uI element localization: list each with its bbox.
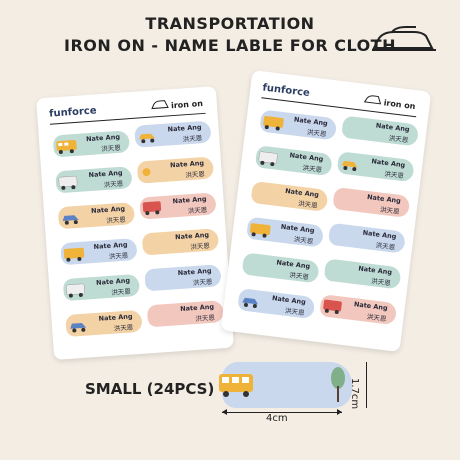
label-chinese-name: 洪天恩 xyxy=(108,251,129,261)
bus-icon xyxy=(219,374,253,397)
name-label: Nate Ang 洪天恩 xyxy=(323,258,402,290)
label-chinese-name: 洪天恩 xyxy=(185,170,206,180)
bus-icon xyxy=(56,140,77,154)
name-label: Nate Ang 洪天恩 xyxy=(65,309,143,338)
name-label: Nate Ang 洪天恩 xyxy=(250,180,329,212)
name-label: Nate Ang 洪天恩 xyxy=(52,130,131,158)
label-chinese-name: 洪天恩 xyxy=(288,271,310,282)
brand-logo: funforce xyxy=(48,105,97,120)
iron-on-text: iron on xyxy=(383,98,416,112)
name-label: Nate Ang 洪天恩 xyxy=(136,156,215,184)
name-label: Nate Ang 洪天恩 xyxy=(254,145,333,177)
title-line-1: TRANSPORTATION xyxy=(145,14,315,33)
title-line-2: IRON ON - NAME LABLE FOR CLOTH xyxy=(64,36,396,55)
bus-icon xyxy=(263,115,284,131)
name-label: Nate Ang 洪天恩 xyxy=(246,216,325,248)
label-chinese-name: 洪天恩 xyxy=(306,128,327,139)
label-chinese-name: 洪天恩 xyxy=(302,163,323,175)
height-dimension-line xyxy=(366,362,367,408)
truck-icon xyxy=(323,299,342,315)
bus-icon xyxy=(63,247,85,262)
truck-icon xyxy=(142,201,162,216)
sticker-sheet-right: funforce iron on Nate Ang 洪天恩 Nate Ang 洪… xyxy=(220,70,432,352)
name-label: Nate Ang 洪天恩 xyxy=(332,186,411,219)
name-label: Nate Ang 洪天恩 xyxy=(259,109,338,141)
label-chinese-name: 洪天恩 xyxy=(370,277,392,288)
width-label: 4cm xyxy=(266,413,288,424)
label-chinese-name: 洪天恩 xyxy=(379,205,400,216)
name-label: Nate Ang 洪天恩 xyxy=(60,237,138,266)
iron-icon xyxy=(372,26,436,51)
name-label: Nate Ang 洪天恩 xyxy=(144,264,222,292)
label-chinese-name: 洪天恩 xyxy=(106,215,127,225)
label-chinese-name: 洪天恩 xyxy=(383,169,405,181)
label-chinese-name: 洪天恩 xyxy=(297,199,319,210)
iron-on-text: iron on xyxy=(170,98,204,111)
label-chinese-name: 洪天恩 xyxy=(187,205,208,216)
sun-icon xyxy=(142,168,151,177)
name-label: Nate Ang 洪天恩 xyxy=(141,228,220,256)
name-label: Nate Ang 洪天恩 xyxy=(241,252,320,284)
iron-icon xyxy=(363,95,382,105)
label-chinese-name: 洪天恩 xyxy=(195,313,216,324)
name-label: Nate Ang 洪天恩 xyxy=(139,192,217,220)
label-chinese-name: 洪天恩 xyxy=(388,134,409,145)
label-chinese-name: 洪天恩 xyxy=(190,241,211,252)
name-label: Nate Ang 洪天恩 xyxy=(57,202,136,230)
name-label: Nate Ang 洪天恩 xyxy=(134,120,212,148)
car-icon xyxy=(341,160,358,172)
label-chinese-name: 洪天恩 xyxy=(375,241,396,252)
label-chinese-name: 洪天恩 xyxy=(100,143,121,154)
size-title: SMALL (24PCS) xyxy=(85,380,215,398)
sticker-sheet-left: funforce iron on Nate Ang 洪天恩 Nate Ang 洪… xyxy=(36,86,234,360)
name-label: Nate Ang 洪天恩 xyxy=(327,222,407,254)
bus-icon xyxy=(249,223,271,238)
label-chinese-name: 洪天恩 xyxy=(182,134,203,144)
label-chinese-name: 洪天恩 xyxy=(192,277,213,288)
label-chinese-name: 洪天恩 xyxy=(111,287,132,297)
name-label: Nate Ang 洪天恩 xyxy=(341,115,420,147)
label-chinese-name: 洪天恩 xyxy=(293,235,314,246)
brand-logo: funforce xyxy=(261,82,311,100)
sample-label xyxy=(219,362,352,408)
van-icon xyxy=(58,175,78,190)
car-icon xyxy=(139,133,156,144)
width-dimension-arrow xyxy=(222,409,342,415)
name-label: Nate Ang 洪天恩 xyxy=(55,166,133,194)
van-icon xyxy=(258,151,278,167)
label-chinese-name: 洪天恩 xyxy=(366,312,387,324)
label-chinese-name: 洪天恩 xyxy=(284,306,305,318)
name-label: Nate Ang 洪天恩 xyxy=(319,294,398,326)
name-label: Nate Ang 洪天恩 xyxy=(146,300,225,328)
car-icon xyxy=(242,297,259,309)
car-icon xyxy=(62,215,79,225)
name-label: Nate Ang 洪天恩 xyxy=(336,151,415,183)
van-icon xyxy=(66,283,85,298)
height-label: 1.7cm xyxy=(349,378,360,410)
iron-icon xyxy=(151,100,169,110)
label-chinese-name: 洪天恩 xyxy=(103,179,124,190)
name-label: Nate Ang 洪天恩 xyxy=(62,273,141,302)
label-chinese-name: 洪天恩 xyxy=(113,323,134,333)
car-icon xyxy=(70,322,87,333)
name-label: Nate Ang 洪天恩 xyxy=(237,288,316,320)
tree-icon xyxy=(331,367,345,402)
